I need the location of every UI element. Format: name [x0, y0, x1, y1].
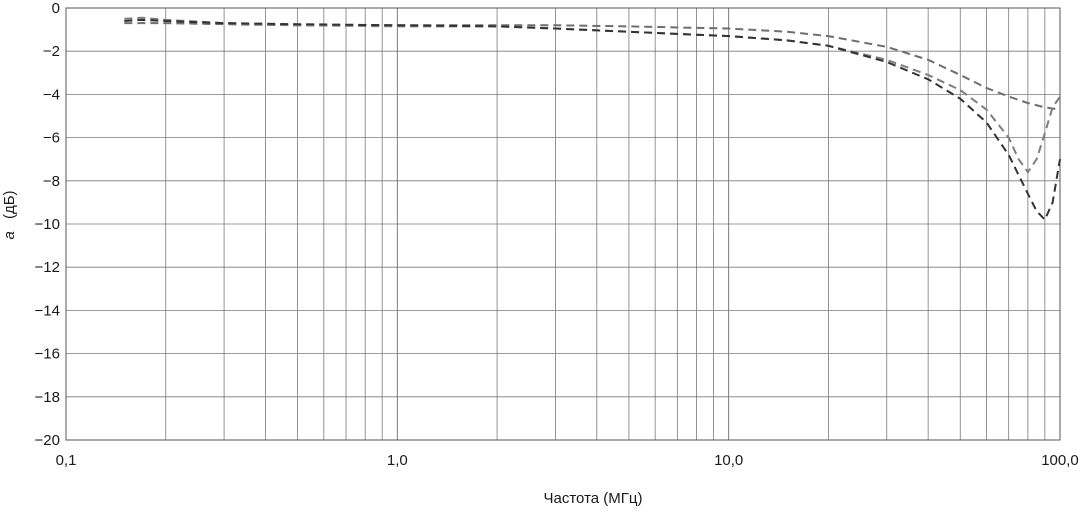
y-tick-label: −18 [35, 389, 60, 406]
series-line-1 [124, 22, 1061, 111]
grid-layer [65, 7, 1061, 441]
plot-frame [65, 7, 1061, 441]
y-tick-label: −4 [43, 86, 60, 103]
y-tick-label: −6 [43, 130, 60, 147]
y-tick-labels: 0 −2 −4 −6 −8 −10 −12 −14 −16 −18 −20 [35, 0, 60, 449]
series-line-3 [124, 18, 1061, 221]
y-tick-label: 0 [52, 0, 60, 17]
y-tick-label: −2 [43, 43, 60, 60]
y-axis-unit: (дБ) [1, 190, 18, 219]
series-line-2 [124, 16, 1061, 174]
x-axis-title: Частота (МГц) [544, 490, 643, 507]
series-layer [124, 16, 1061, 221]
x-tick-labels: 0,1 1,0 10,0 100,0 [56, 452, 1079, 469]
y-tick-label: −16 [35, 346, 60, 363]
y-tick-label: −8 [43, 173, 60, 190]
y-tick-label: −12 [35, 259, 60, 276]
y-axis-title: a (дБ) [1, 190, 18, 239]
y-tick-label: −20 [35, 432, 60, 449]
y-axis-symbol: a [1, 231, 18, 239]
x-tick-label: 1,0 [387, 452, 408, 469]
y-tick-label: −14 [35, 302, 60, 319]
y-tick-label: −10 [35, 216, 60, 233]
x-tick-label: 0,1 [56, 452, 77, 469]
x-tick-label: 100,0 [1041, 452, 1079, 469]
x-tick-label: 10,0 [714, 452, 743, 469]
